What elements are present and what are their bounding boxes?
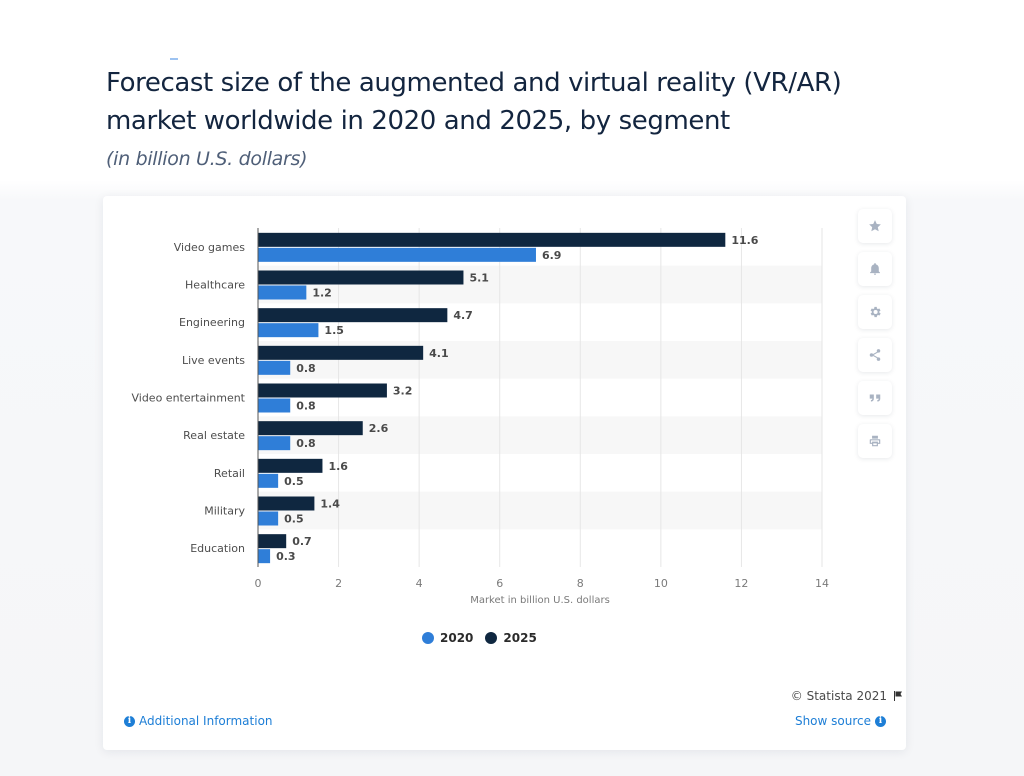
gear-icon	[870, 306, 881, 318]
bar-2020	[258, 247, 536, 262]
print-button[interactable]	[858, 424, 892, 458]
data-label-2020: 1.2	[312, 287, 332, 300]
bar-2020	[258, 323, 319, 338]
bar-2025	[258, 496, 315, 511]
chart-subtitle: (in billion U.S. dollars)	[106, 148, 308, 170]
legend-item-2020[interactable]: 2020	[422, 631, 473, 645]
legend-dot-2025	[485, 632, 498, 644]
data-label-2025: 5.1	[469, 272, 489, 285]
category-label: Engineering	[179, 316, 245, 329]
data-label-2025: 2.6	[369, 422, 389, 435]
data-label-2025: 1.6	[328, 460, 348, 473]
data-label-2020: 0.5	[284, 513, 304, 526]
bar-2025	[258, 421, 363, 436]
data-label-2020: 6.9	[542, 249, 562, 262]
cite-button[interactable]	[858, 381, 892, 415]
x-tick-label: 14	[815, 577, 829, 590]
share-icon	[869, 349, 881, 361]
data-label-2025: 3.2	[393, 385, 413, 398]
flag-icon[interactable]	[892, 690, 904, 702]
info-icon: i	[875, 715, 886, 727]
x-tick-label: 8	[577, 577, 584, 590]
show-source-label: Show source	[794, 714, 871, 728]
data-label-2025: 4.1	[429, 347, 449, 360]
data-label-2025: 11.6	[731, 234, 758, 247]
favorite-button[interactable]	[858, 209, 892, 243]
legend-label-2025: 2025	[503, 631, 537, 645]
data-label-2020: 0.8	[296, 400, 316, 413]
settings-button[interactable]	[858, 295, 892, 329]
data-label-2025: 0.7	[292, 535, 312, 548]
row-band	[258, 491, 822, 530]
bar-2020	[258, 285, 307, 300]
legend-item-2025[interactable]: 2025	[485, 631, 537, 645]
category-label: Education	[190, 542, 245, 555]
data-label-2025: 4.7	[453, 309, 473, 322]
bell-icon	[870, 263, 880, 275]
x-tick-label: 2	[335, 577, 342, 590]
star-icon	[869, 220, 881, 232]
data-label-2020: 0.8	[296, 362, 316, 375]
category-label: Video games	[174, 241, 246, 254]
bar-2025	[258, 383, 387, 398]
legend-dot-2020	[422, 632, 434, 644]
data-label-2020: 0.5	[284, 475, 304, 488]
show-source-link[interactable]: Show source i	[795, 714, 886, 728]
x-axis-title: Market in billion U.S. dollars	[470, 595, 610, 606]
chart-title: Forecast size of the augmented and virtu…	[106, 68, 842, 136]
share-button[interactable]	[858, 338, 892, 372]
decorative-mark	[170, 58, 178, 60]
x-tick-label: 10	[654, 577, 668, 590]
data-labels: 11.6 6.9 5.1 1.2 4.7 1.5 4.1 0.8 3.2 0.8 2.6 0.8 1.6…	[276, 234, 759, 563]
bar-2020	[258, 436, 291, 451]
x-tick-label: 12	[734, 577, 748, 590]
x-tick-label: 0	[255, 577, 262, 590]
bar-2020	[258, 398, 291, 413]
data-label-2020: 0.8	[296, 437, 316, 450]
legend-label-2020: 2020	[440, 631, 474, 645]
chart-toolbar	[858, 209, 892, 458]
bar-2025	[258, 270, 464, 285]
bar-2025	[258, 534, 287, 549]
notify-button[interactable]	[858, 252, 892, 286]
category-label: Retail	[214, 467, 245, 480]
category-label: Live events	[182, 354, 245, 367]
category-label: Healthcare	[185, 279, 245, 292]
quote-icon	[869, 394, 881, 402]
bar-2025	[258, 232, 726, 247]
additional-information-link[interactable]: i Additional Information	[124, 714, 273, 728]
data-label-2020: 0.3	[276, 550, 296, 563]
legend: 2020 2025	[422, 631, 537, 645]
category-label: Real estate	[183, 429, 245, 442]
data-label-2025: 1.4	[320, 498, 340, 511]
x-tick-label: 4	[416, 577, 423, 590]
category-labels: Video games Healthcare Engineering Live eve…	[131, 241, 245, 555]
additional-information-label: Additional Information	[139, 714, 273, 728]
x-tick-label: 6	[496, 577, 503, 590]
copyright: © Statista 2021	[791, 689, 904, 703]
bar-2020	[258, 360, 291, 375]
bar-2020	[258, 473, 279, 488]
copyright-text: © Statista 2021	[790, 689, 887, 703]
bars	[258, 232, 726, 564]
info-icon: i	[124, 715, 135, 727]
bar-2025	[258, 458, 323, 473]
bar-2020	[258, 549, 271, 564]
bar-2020	[258, 511, 279, 526]
bar-2025	[258, 345, 424, 360]
data-label-2020: 1.5	[324, 324, 344, 337]
category-label: Video entertainment	[131, 392, 245, 405]
bar-2025	[258, 308, 448, 323]
category-label: Military	[204, 505, 245, 518]
print-icon	[869, 435, 881, 447]
x-tick-labels: 0 2 4 6 8 10 12 14	[255, 577, 830, 590]
